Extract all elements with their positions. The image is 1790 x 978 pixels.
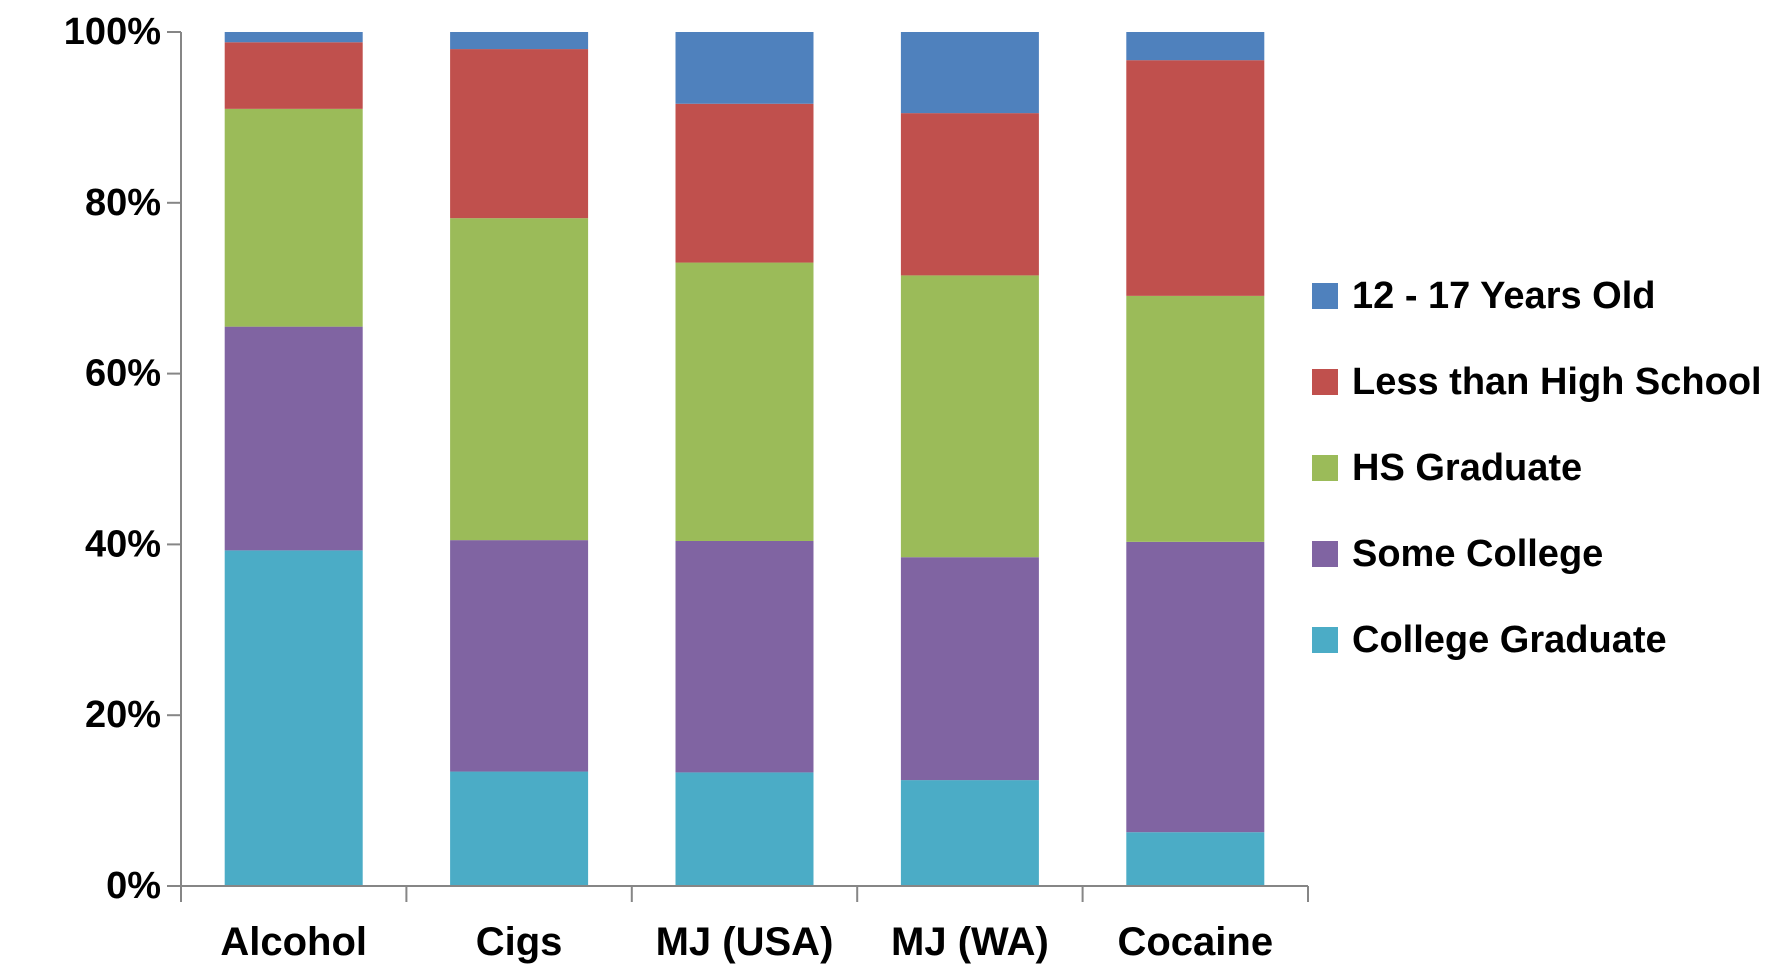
legend-label: Some College (1352, 533, 1603, 575)
bar-mj-usa-less-than-high-school (675, 103, 814, 263)
bars-layer (224, 32, 1265, 886)
y-tick-label: 100% (64, 11, 161, 53)
legend-label: College Graduate (1352, 619, 1667, 661)
bar-mj-wa-less-than-high-school (900, 113, 1039, 276)
x-category-labels: Alcohol Cigs MJ (USA) MJ (WA) Cocaine (220, 920, 1273, 964)
bar-alcohol-college-graduate (224, 550, 363, 886)
legend-swatch (1312, 627, 1338, 653)
legend-swatch (1312, 369, 1338, 395)
x-category-label-cocaine: Cocaine (1117, 920, 1273, 964)
bar-cigs-less-than-high-school (450, 49, 589, 219)
bar-alcohol-12-17-years-old (224, 32, 363, 43)
bar-mj-usa-college-graduate (675, 772, 814, 886)
legend-item-hs-graduate: HS Graduate (1312, 447, 1582, 489)
bar-cigs-college-graduate (450, 771, 589, 886)
bar-alcohol-some-college (224, 326, 363, 551)
bar-cigs-hs-graduate (450, 218, 589, 541)
legend-item-less-than-high-school: Less than High School (1312, 361, 1762, 403)
bar-alcohol-less-than-high-school (224, 42, 363, 109)
legend-label: HS Graduate (1352, 447, 1582, 489)
y-tick-label: 40% (85, 523, 161, 565)
legend: 12 - 17 Years Old Less than High School HS… (1312, 275, 1762, 661)
bar-cocaine-12-17-years-old (1126, 32, 1265, 61)
legend-item-12-17-years-old: 12 - 17 Years Old (1312, 275, 1656, 317)
x-category-label-mj-wa: MJ (WA) (891, 920, 1049, 964)
bar-mj-wa-hs-graduate (900, 275, 1039, 558)
bar-alcohol-hs-graduate (224, 108, 363, 327)
legend-swatch (1312, 541, 1338, 567)
bar-cocaine-some-college (1126, 541, 1265, 833)
legend-swatch (1312, 455, 1338, 481)
y-tick-labels: 0% 20% 40% 60% 80% 100% (64, 11, 161, 907)
legend-item-college-graduate: College Graduate (1312, 619, 1667, 661)
bar-mj-usa-12-17-years-old (675, 32, 814, 104)
axes-layer (167, 31, 1309, 902)
bar-mj-wa-college-graduate (900, 780, 1039, 886)
bar-cigs-12-17-years-old (450, 32, 589, 50)
bar-mj-wa-some-college (900, 557, 1039, 781)
x-category-label-mj-usa: MJ (USA) (656, 920, 834, 964)
bar-cocaine-hs-graduate (1126, 295, 1265, 542)
bar-cocaine-college-graduate (1126, 832, 1265, 886)
bar-mj-usa-some-college (675, 540, 814, 773)
legend-label: 12 - 17 Years Old (1352, 275, 1656, 317)
x-category-label-alcohol: Alcohol (220, 920, 367, 964)
legend-item-some-college: Some College (1312, 533, 1603, 575)
bar-cocaine-less-than-high-school (1126, 60, 1265, 296)
x-category-label-cigs: Cigs (476, 920, 563, 964)
y-tick-label: 20% (85, 694, 161, 736)
bar-cigs-some-college (450, 540, 589, 772)
y-tick-label: 0% (106, 865, 161, 907)
legend-swatch (1312, 283, 1338, 309)
y-tick-label: 80% (85, 182, 161, 224)
legend-label: Less than High School (1352, 361, 1762, 403)
bar-mj-wa-12-17-years-old (900, 32, 1039, 114)
y-tick-label: 60% (85, 353, 161, 395)
bar-mj-usa-hs-graduate (675, 262, 814, 541)
